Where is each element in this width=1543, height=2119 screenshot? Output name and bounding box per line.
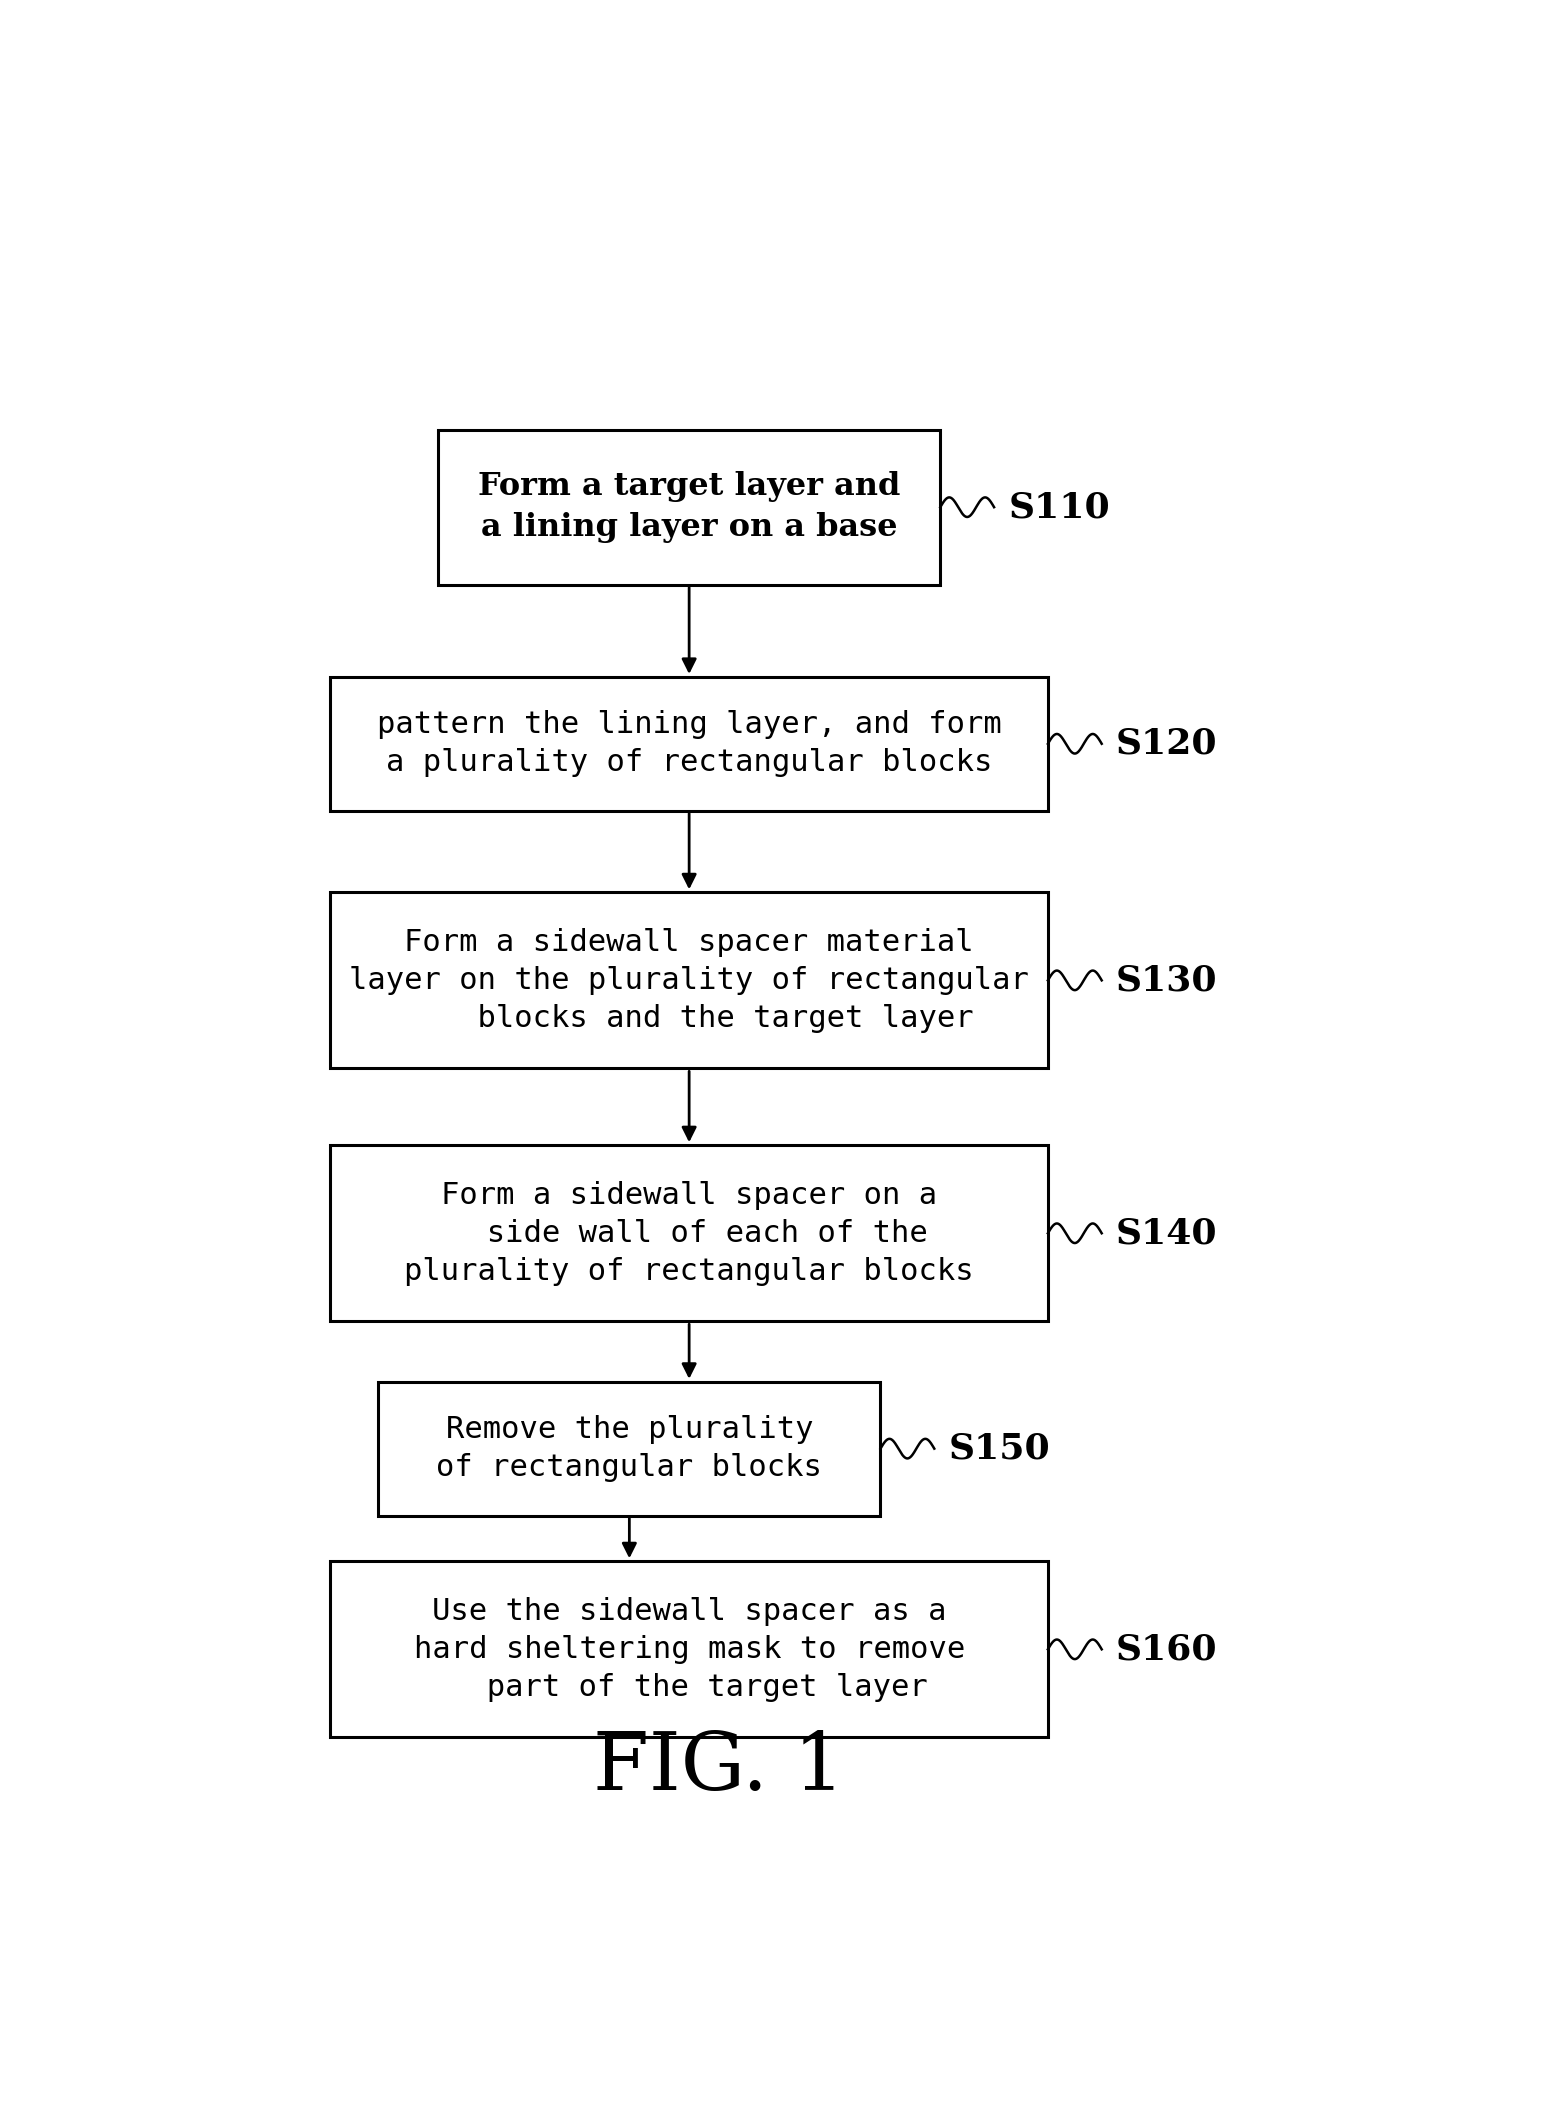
Text: pattern the lining layer, and form
a plurality of rectangular blocks: pattern the lining layer, and form a plu… <box>376 710 1001 778</box>
Text: S140: S140 <box>1116 1216 1217 1250</box>
Text: S120: S120 <box>1116 727 1217 761</box>
FancyBboxPatch shape <box>330 1144 1048 1322</box>
Text: S110: S110 <box>1009 489 1109 523</box>
Text: Form a target layer and
a lining layer on a base: Form a target layer and a lining layer o… <box>478 470 900 542</box>
Text: Use the sidewall spacer as a
hard sheltering mask to remove
  part of the target: Use the sidewall spacer as a hard shelte… <box>414 1596 964 1702</box>
Text: S150: S150 <box>949 1432 1051 1466</box>
FancyBboxPatch shape <box>378 1382 881 1515</box>
Text: Form a sidewall spacer material
layer on the plurality of rectangular
    blocks: Form a sidewall spacer material layer on… <box>349 928 1029 1034</box>
Text: S160: S160 <box>1116 1632 1217 1666</box>
Text: S130: S130 <box>1116 964 1217 998</box>
Text: FIG. 1: FIG. 1 <box>593 1729 846 1808</box>
Text: Remove the plurality
of rectangular blocks: Remove the plurality of rectangular bloc… <box>437 1415 822 1481</box>
FancyBboxPatch shape <box>438 430 940 585</box>
FancyBboxPatch shape <box>330 892 1048 1068</box>
FancyBboxPatch shape <box>330 676 1048 812</box>
FancyBboxPatch shape <box>330 1562 1048 1738</box>
Text: Form a sidewall spacer on a
  side wall of each of the
plurality of rectangular : Form a sidewall spacer on a side wall of… <box>404 1180 974 1286</box>
